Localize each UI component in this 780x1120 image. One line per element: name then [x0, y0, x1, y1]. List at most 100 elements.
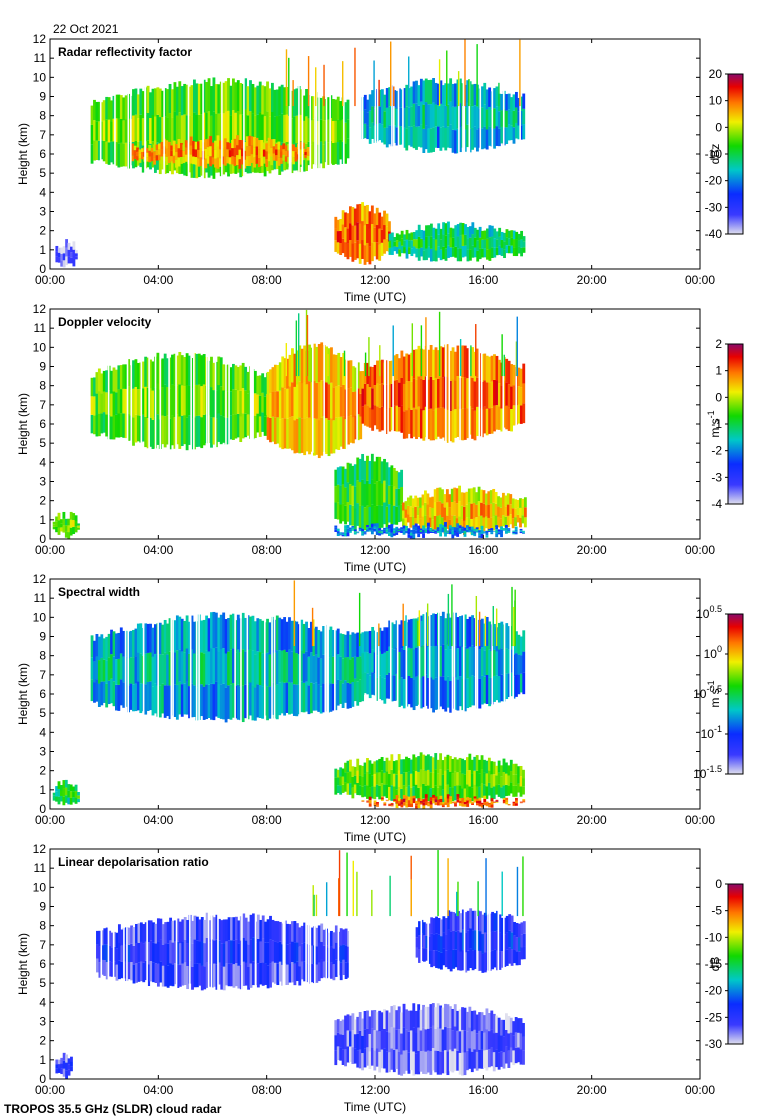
heatmap-cell: [368, 787, 372, 802]
fall-streak: [293, 580, 296, 647]
heatmap-cell: [463, 377, 467, 409]
heatmap-cell: [322, 626, 326, 655]
heatmap-cell: [152, 962, 155, 983]
data-gap: [326, 579, 328, 723]
heatmap-cell: [505, 110, 509, 128]
heatmap-cell: [375, 481, 379, 506]
heatmap-cell: [317, 684, 321, 712]
heatmap-cell: [376, 383, 379, 407]
heatmap-cell: [466, 800, 470, 804]
heatmap-cell: [312, 418, 316, 456]
heatmap-cell: [463, 530, 467, 534]
heatmap-cell: [207, 78, 211, 112]
heatmap-cell: [424, 531, 428, 534]
heatmap-cell: [483, 531, 486, 533]
heatmap-cell: [393, 649, 396, 676]
heatmap-cell: [57, 252, 61, 258]
heatmap-cell: [417, 406, 421, 438]
heatmap-cell: [370, 1010, 374, 1029]
heatmap-cell: [432, 349, 435, 380]
heatmap-cell: [168, 618, 172, 652]
heatmap-cell: [451, 83, 455, 107]
heatmap-cell: [422, 349, 426, 380]
heatmap-cell: [349, 240, 352, 257]
heatmap-cell: [522, 946, 526, 960]
heatmap-cell: [478, 530, 482, 533]
x-tick-label: 08:00: [252, 543, 282, 557]
heatmap-cell: [175, 385, 179, 415]
heatmap-cell: [119, 627, 123, 654]
heatmap-cell: [446, 676, 450, 708]
heatmap-cell: [405, 229, 409, 240]
heatmap-cell: [234, 963, 238, 987]
fall-streak: [516, 316, 518, 377]
heatmap-cell: [475, 492, 479, 505]
heatmap-cell: [417, 248, 421, 261]
heatmap-cell: [236, 155, 239, 165]
heatmap-cell: [366, 652, 370, 674]
y-tick-label: 10: [33, 610, 47, 624]
data-gap: [175, 849, 178, 993]
heatmap-cell: [415, 349, 418, 380]
heatmap-cell: [493, 238, 497, 248]
heatmap-cell: [165, 156, 169, 165]
colorbar-tick-label: 0: [715, 120, 722, 134]
heatmap-cell: [493, 354, 496, 380]
heatmap-cell: [351, 391, 355, 418]
heatmap-cell: [248, 155, 252, 167]
heatmap-cell: [405, 410, 409, 439]
heatmap-cell: [77, 795, 80, 799]
heatmap-cell: [439, 103, 443, 128]
heatmap-cell: [97, 636, 101, 661]
heatmap-cell: [317, 925, 321, 944]
heatmap-cell: [65, 239, 69, 248]
heatmap-cell: [283, 649, 287, 683]
data-gap: [387, 309, 389, 453]
data-gap: [420, 849, 423, 993]
heatmap-cell: [239, 365, 243, 391]
colorbar-label: dBz: [708, 144, 722, 165]
heatmap-cell: [429, 376, 433, 409]
heatmap-cell: [353, 464, 357, 487]
heatmap-cell: [380, 531, 384, 533]
heatmap-cell: [385, 757, 389, 772]
data-gap: [374, 39, 377, 183]
heatmap-cell: [351, 776, 355, 788]
heatmap-cell: [392, 505, 396, 525]
heatmap-cell: [424, 529, 428, 532]
heatmap-cell: [358, 765, 362, 776]
y-tick-label: 9: [39, 900, 46, 914]
heatmap-cell: [480, 1012, 484, 1032]
heatmap-cell: [497, 760, 501, 773]
heatmap-cell: [438, 501, 442, 516]
heatmap-cell: [449, 931, 453, 952]
heatmap-cell: [449, 411, 453, 442]
y-tick-label: 3: [39, 475, 46, 489]
heatmap-cell: [398, 88, 401, 108]
heatmap-cell: [366, 405, 370, 427]
heatmap-cell: [373, 461, 377, 484]
data-gap: [189, 849, 191, 993]
heatmap-cell: [445, 502, 449, 516]
heatmap-cell: [361, 221, 365, 241]
heatmap-cell: [320, 342, 324, 381]
heatmap-cell: [288, 963, 292, 983]
heatmap-cell: [473, 528, 477, 532]
heatmap-cell: [330, 382, 333, 419]
heatmap-cell: [383, 772, 386, 785]
heatmap-cell: [375, 523, 379, 528]
heatmap-cell: [439, 1005, 443, 1029]
heatmap-cell: [293, 420, 297, 454]
heatmap-cell: [506, 504, 510, 516]
heatmap-cell: [344, 634, 347, 658]
heatmap-cell: [515, 922, 519, 938]
heatmap-cell: [400, 245, 404, 254]
y-tick-label: 9: [39, 360, 46, 374]
heatmap-cell: [441, 347, 445, 378]
heatmap-cell: [480, 647, 484, 676]
heatmap-cell: [422, 379, 426, 411]
heatmap-cell: [217, 940, 221, 963]
heatmap-cell: [156, 414, 160, 445]
heatmap-cell: [390, 1006, 394, 1028]
heatmap-cell: [322, 144, 326, 169]
